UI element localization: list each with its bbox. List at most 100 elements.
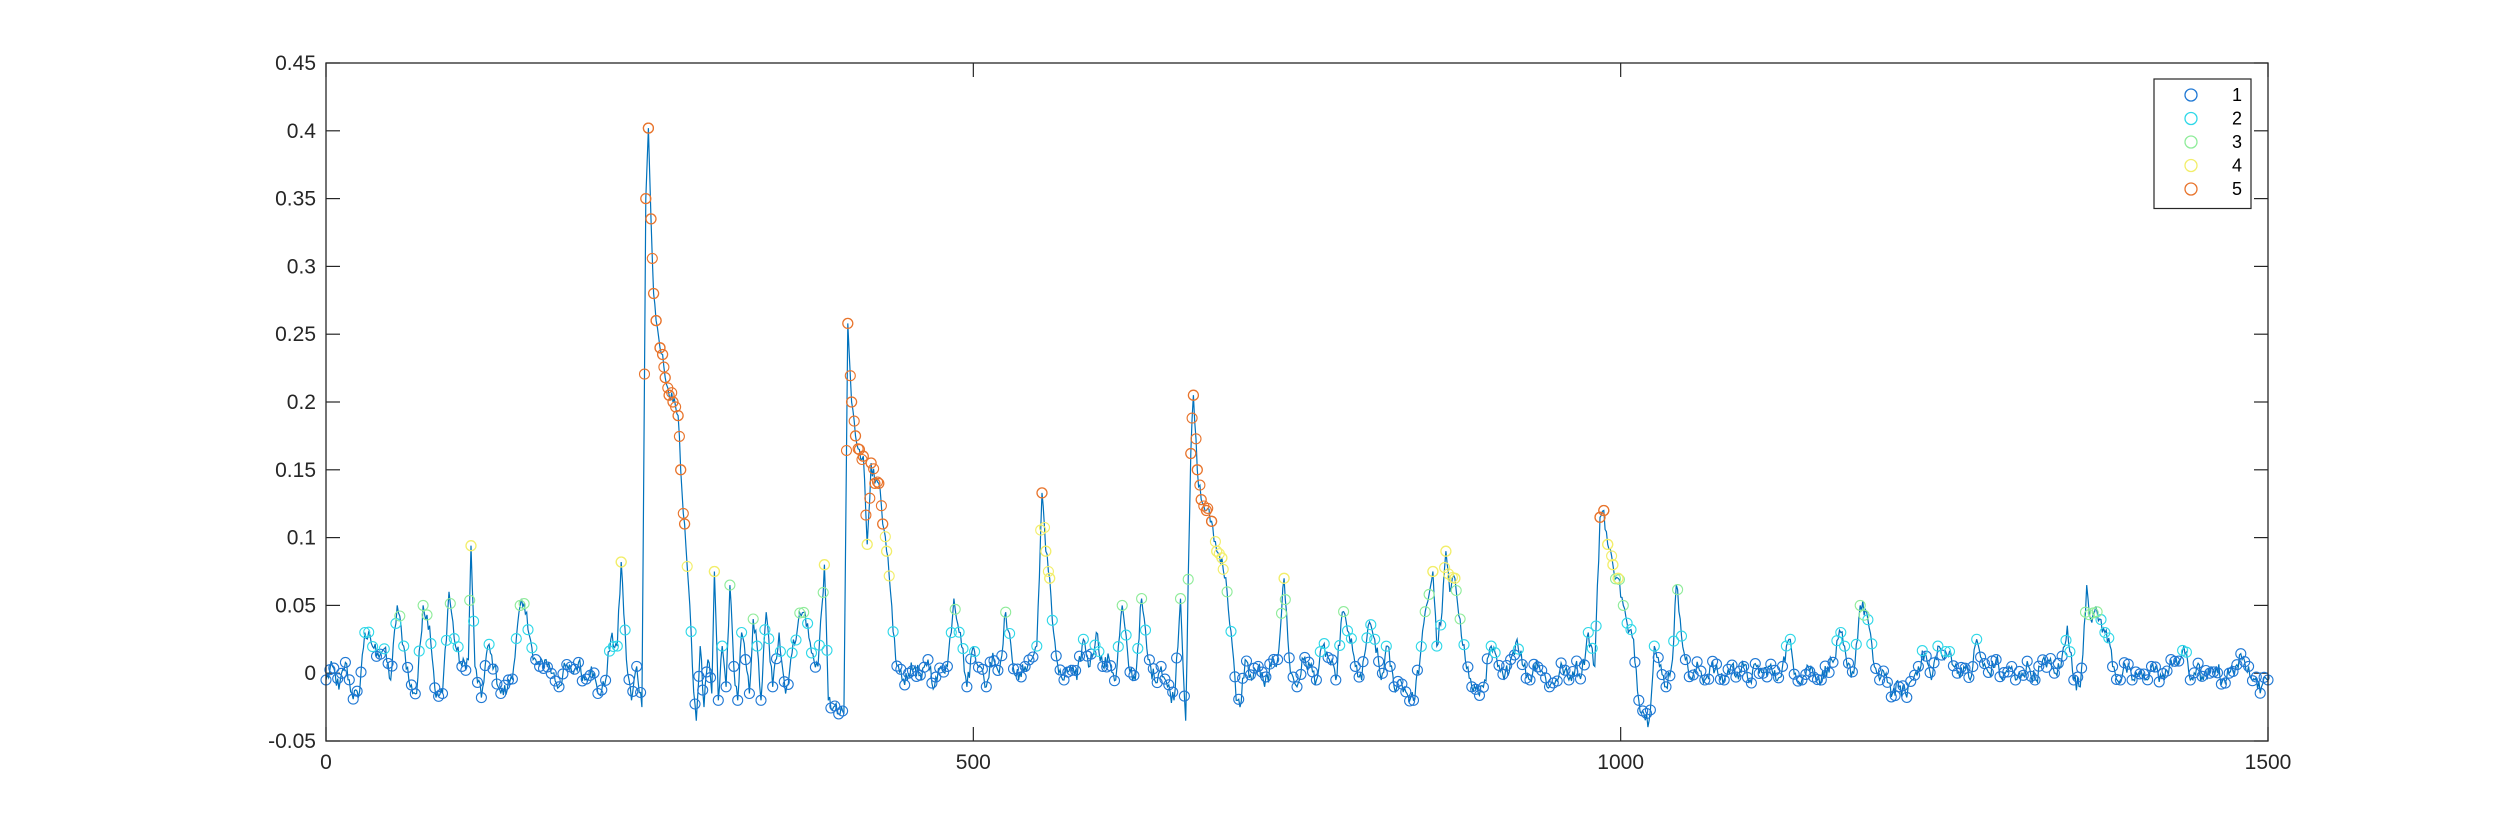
data-point-marker bbox=[1656, 669, 1668, 681]
data-point-marker bbox=[1877, 665, 1890, 677]
data-point-marker bbox=[1085, 648, 1097, 660]
data-point-marker bbox=[689, 698, 701, 710]
data-point-marker bbox=[833, 708, 845, 720]
data-point-marker bbox=[1835, 626, 1847, 639]
data-point-marker bbox=[2246, 675, 2259, 687]
peak-marker bbox=[1040, 545, 1052, 557]
y-axis-tick-labels: -0.05 0 0.05 0.1 0.15 0.2 0.25 0.3 0.35 0.4 0.45 bbox=[268, 52, 316, 753]
data-point-marker bbox=[1225, 625, 1237, 637]
data-point-marker bbox=[934, 662, 946, 674]
data-point-marker bbox=[1971, 633, 1983, 645]
peak-marker bbox=[645, 213, 657, 225]
data-point-marker bbox=[1244, 669, 1256, 681]
data-point-marker bbox=[413, 645, 425, 657]
peak-marker bbox=[857, 450, 869, 462]
x-tick-label: 0 bbox=[320, 751, 332, 774]
data-point-marker bbox=[821, 644, 833, 656]
data-point-marker bbox=[2254, 687, 2266, 699]
data-point-marker bbox=[961, 681, 973, 693]
peak-marker bbox=[650, 314, 662, 327]
data-point-marker bbox=[1369, 633, 1381, 645]
data-point-marker bbox=[402, 661, 414, 673]
peak-marker bbox=[865, 457, 877, 469]
data-point-marker bbox=[1190, 433, 1202, 445]
data-point-marker bbox=[1660, 681, 1672, 693]
data-point-marker bbox=[1151, 677, 1163, 689]
data-point-marker bbox=[580, 673, 592, 685]
data-point-marker bbox=[1726, 659, 1738, 671]
data-point-marker bbox=[1007, 663, 1020, 675]
data-point-marker bbox=[1582, 626, 1594, 639]
markers-class-3 bbox=[394, 573, 2103, 625]
data-point-marker bbox=[1470, 683, 1482, 695]
data-point-marker bbox=[1202, 502, 1214, 514]
data-point-marker bbox=[2142, 674, 2154, 686]
peak-marker bbox=[1187, 389, 1200, 401]
data-point-marker bbox=[386, 660, 398, 672]
data-point-marker bbox=[1975, 651, 1987, 663]
data-point-marker bbox=[2211, 667, 2224, 679]
data-point-marker bbox=[1854, 599, 1866, 611]
data-point-marker bbox=[1606, 550, 1618, 562]
data-point-marker bbox=[716, 640, 728, 652]
data-point-marker bbox=[2103, 632, 2115, 644]
data-point-marker bbox=[1512, 643, 1524, 655]
data-point-marker bbox=[1407, 694, 1420, 706]
data-point-marker bbox=[1963, 671, 1975, 684]
peak-marker bbox=[656, 348, 669, 361]
legend-entry: 1 bbox=[2184, 85, 2242, 105]
peak-marker bbox=[1607, 559, 1619, 571]
data-point-marker bbox=[953, 626, 965, 638]
data-point-marker bbox=[487, 663, 499, 675]
data-point-marker bbox=[1431, 640, 1443, 652]
x-tick-label: 1000 bbox=[1597, 751, 1644, 774]
data-point-marker bbox=[1073, 650, 1086, 662]
data-point-marker bbox=[572, 656, 585, 668]
data-point-marker bbox=[2060, 634, 2072, 646]
data-point-marker bbox=[732, 694, 744, 706]
data-point-marker bbox=[1054, 664, 1066, 676]
data-point-marker bbox=[530, 654, 542, 666]
data-point-marker bbox=[2227, 665, 2239, 678]
data-point-marker bbox=[1167, 686, 1179, 698]
data-point-marker bbox=[996, 650, 1008, 662]
data-point-marker bbox=[1481, 653, 1493, 665]
data-point-marker bbox=[1105, 660, 1117, 672]
data-point-marker bbox=[2044, 652, 2057, 665]
data-point-marker bbox=[1644, 704, 1656, 716]
data-point-marker bbox=[2169, 655, 2181, 667]
peak-marker bbox=[1602, 538, 1614, 551]
data-point-marker bbox=[1268, 653, 1280, 665]
data-point-marker bbox=[1260, 671, 1272, 683]
data-point-marker bbox=[607, 640, 619, 653]
data-point-marker bbox=[798, 606, 810, 618]
peak-marker bbox=[675, 464, 687, 476]
peak-marker bbox=[1278, 572, 1290, 584]
data-point-marker bbox=[335, 667, 348, 679]
data-point-marker bbox=[339, 656, 351, 668]
data-point-marker bbox=[1928, 657, 1940, 669]
peak-marker bbox=[1440, 545, 1452, 557]
data-point-marker bbox=[922, 654, 934, 666]
data-point-marker bbox=[1178, 690, 1190, 702]
data-point-marker bbox=[1376, 667, 1388, 679]
data-point-marker bbox=[837, 705, 849, 717]
data-point-marker bbox=[1050, 650, 1062, 662]
peak-marker bbox=[1427, 565, 1439, 578]
data-point-marker bbox=[2149, 661, 2161, 673]
markers-class-2 bbox=[359, 614, 2192, 659]
data-point-marker bbox=[1139, 624, 1152, 636]
data-point-marker bbox=[1839, 640, 1851, 652]
data-point-marker bbox=[1291, 681, 1303, 693]
data-point-marker bbox=[1590, 620, 1602, 632]
data-point-marker bbox=[728, 660, 740, 672]
data-point-marker bbox=[685, 626, 697, 638]
peak-marker bbox=[1191, 464, 1203, 476]
data-point-marker bbox=[367, 641, 379, 653]
data-point-marker bbox=[491, 678, 503, 690]
data-point-marker bbox=[1578, 659, 1590, 671]
data-point-marker bbox=[2052, 657, 2064, 669]
data-point-marker bbox=[759, 624, 771, 636]
data-point-marker bbox=[1672, 584, 1684, 596]
legend-box bbox=[2153, 78, 2252, 210]
